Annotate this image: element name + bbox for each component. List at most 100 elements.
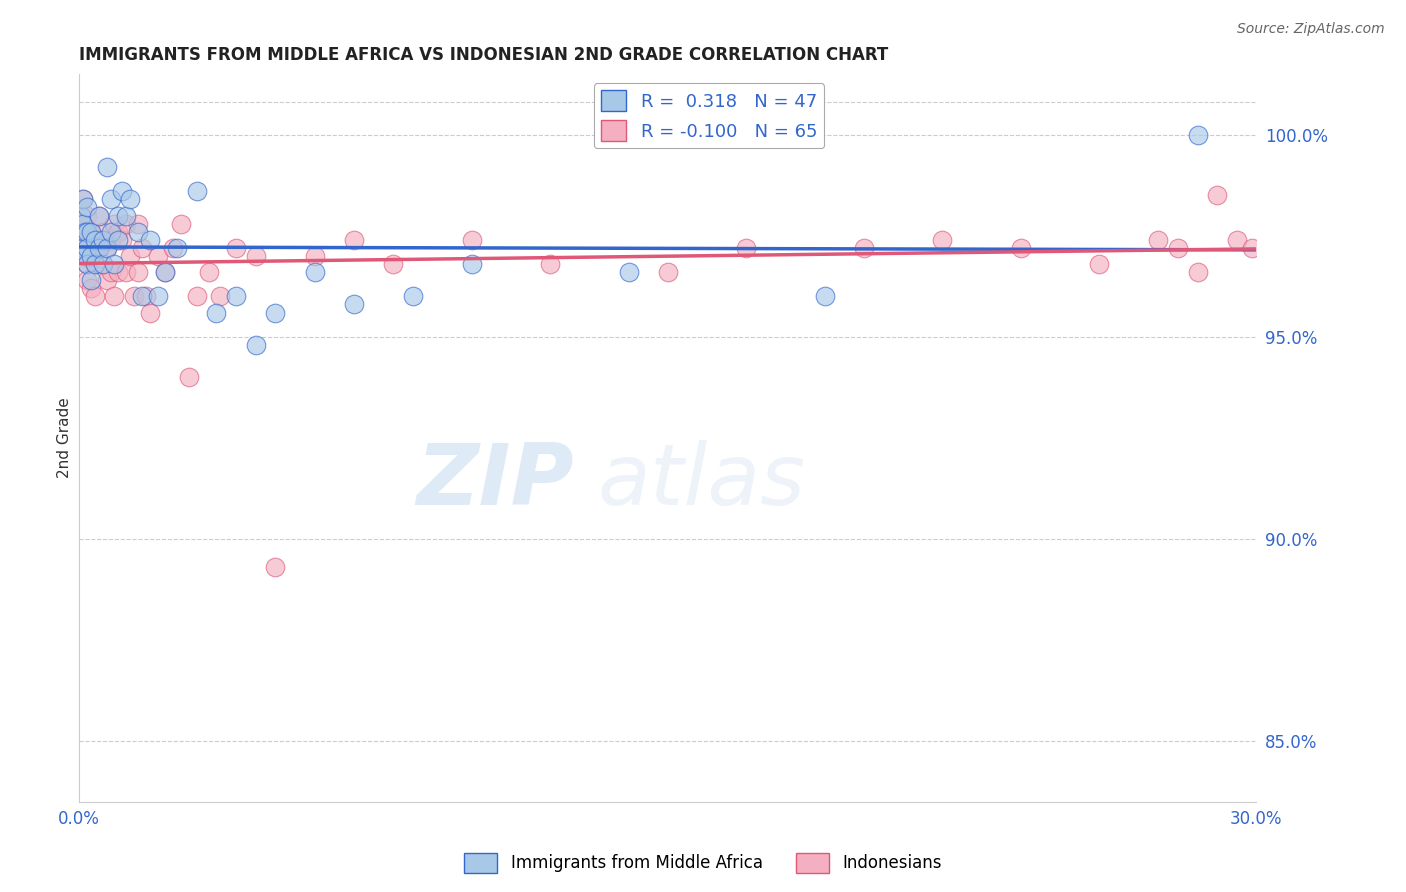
Point xyxy=(1241,241,1264,255)
Point xyxy=(100,225,122,239)
Text: atlas: atlas xyxy=(598,440,806,523)
Point xyxy=(107,265,129,279)
Point xyxy=(538,257,561,271)
Point xyxy=(225,289,247,303)
Point xyxy=(1088,257,1111,271)
Point xyxy=(73,225,96,239)
Point xyxy=(80,273,103,287)
Point xyxy=(73,249,96,263)
Point xyxy=(304,265,326,279)
Point xyxy=(170,217,193,231)
Point xyxy=(107,225,129,239)
Point xyxy=(83,233,105,247)
Point xyxy=(70,217,93,231)
Point xyxy=(83,257,105,271)
Point xyxy=(103,257,125,271)
Point xyxy=(80,249,103,263)
Point xyxy=(87,209,110,223)
Point xyxy=(87,241,110,255)
Point xyxy=(1187,128,1209,142)
Point xyxy=(91,257,114,271)
Point xyxy=(264,305,287,319)
Point xyxy=(76,257,98,271)
Text: ZIP: ZIP xyxy=(416,440,574,523)
Point xyxy=(76,233,98,247)
Point xyxy=(127,225,149,239)
Point xyxy=(852,241,875,255)
Point xyxy=(111,184,134,198)
Point xyxy=(135,289,157,303)
Point xyxy=(76,273,98,287)
Point xyxy=(80,225,103,239)
Point xyxy=(103,289,125,303)
Point xyxy=(72,241,94,255)
Text: IMMIGRANTS FROM MIDDLE AFRICA VS INDONESIAN 2ND GRADE CORRELATION CHART: IMMIGRANTS FROM MIDDLE AFRICA VS INDONES… xyxy=(79,46,889,64)
Point xyxy=(100,233,122,247)
Point xyxy=(73,233,96,247)
Point xyxy=(87,209,110,223)
Point xyxy=(107,233,129,247)
Point xyxy=(245,249,267,263)
Point xyxy=(72,249,94,263)
Point xyxy=(1010,241,1032,255)
Point xyxy=(122,289,145,303)
Point xyxy=(72,217,94,231)
Point xyxy=(72,193,94,207)
Point xyxy=(127,265,149,279)
Point xyxy=(80,281,103,295)
Point xyxy=(1187,265,1209,279)
Point xyxy=(76,225,98,239)
Point xyxy=(304,249,326,263)
Point xyxy=(80,249,103,263)
Y-axis label: 2nd Grade: 2nd Grade xyxy=(58,398,72,478)
Point xyxy=(931,233,953,247)
Point xyxy=(343,297,366,311)
Point xyxy=(735,241,758,255)
Point xyxy=(127,217,149,231)
Point xyxy=(107,209,129,223)
Text: Source: ZipAtlas.com: Source: ZipAtlas.com xyxy=(1237,22,1385,37)
Point xyxy=(177,370,200,384)
Point xyxy=(460,257,482,271)
Point xyxy=(139,233,162,247)
Point xyxy=(131,289,153,303)
Point xyxy=(657,265,679,279)
Point xyxy=(96,241,118,255)
Legend: Immigrants from Middle Africa, Indonesians: Immigrants from Middle Africa, Indonesia… xyxy=(457,847,949,880)
Point xyxy=(617,265,640,279)
Point xyxy=(76,241,98,255)
Point xyxy=(197,265,219,279)
Point xyxy=(402,289,425,303)
Point xyxy=(111,233,134,247)
Point xyxy=(814,289,837,303)
Point xyxy=(91,233,114,247)
Point xyxy=(120,249,142,263)
Point xyxy=(76,257,98,271)
Point xyxy=(245,338,267,352)
Point xyxy=(186,184,208,198)
Point xyxy=(146,249,169,263)
Point xyxy=(70,209,93,223)
Point xyxy=(120,193,142,207)
Point xyxy=(115,217,138,231)
Point xyxy=(96,160,118,174)
Point xyxy=(225,241,247,255)
Point xyxy=(72,193,94,207)
Point xyxy=(87,241,110,255)
Point xyxy=(96,241,118,255)
Point xyxy=(1167,241,1189,255)
Point xyxy=(76,209,98,223)
Point xyxy=(1147,233,1170,247)
Point xyxy=(382,257,405,271)
Legend: R =  0.318   N = 47, R = -0.100   N = 65: R = 0.318 N = 47, R = -0.100 N = 65 xyxy=(593,83,824,148)
Point xyxy=(91,257,114,271)
Point xyxy=(115,265,138,279)
Point xyxy=(139,305,162,319)
Point xyxy=(83,233,105,247)
Point xyxy=(76,201,98,215)
Point xyxy=(166,241,188,255)
Point xyxy=(96,273,118,287)
Point xyxy=(186,289,208,303)
Point xyxy=(162,241,184,255)
Point xyxy=(209,289,232,303)
